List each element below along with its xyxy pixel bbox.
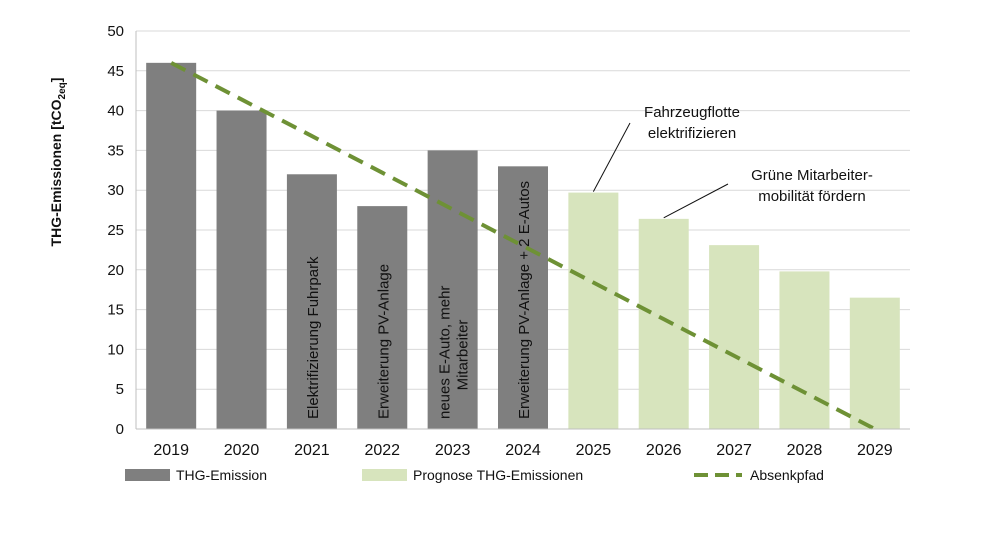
x-tick-label: 2021: [294, 442, 330, 459]
bar-2029: [849, 297, 900, 429]
callout-2026: mobilität fördern: [758, 188, 866, 205]
callout-leader-2025: [592, 122, 631, 192]
x-tick-label: 2027: [716, 442, 752, 459]
legend-label-0: THG-Emission: [176, 467, 267, 483]
y-tick-label: 25: [107, 222, 124, 239]
y-tick-label: 35: [107, 142, 124, 159]
x-tick-label: 2024: [505, 442, 541, 459]
x-tick-label: 2026: [646, 442, 682, 459]
legend-label-2: Absenkpfad: [750, 467, 824, 483]
callout-2026: Grüne Mitarbeiter-: [751, 167, 873, 184]
y-tick-label: 50: [107, 23, 124, 40]
bar-2028: [779, 271, 830, 429]
y-tick-label: 40: [107, 103, 124, 120]
bar-2027: [709, 245, 760, 429]
y-tick-label: 45: [107, 63, 124, 80]
x-tick-label: 2025: [576, 442, 612, 459]
y-tick-label: 0: [116, 421, 124, 438]
x-tick-label: 2029: [857, 442, 893, 459]
bar-annotation-2021: Elektrifizierung Fuhrpark: [305, 256, 322, 419]
x-tick-label: 2022: [364, 442, 400, 459]
callout-2025: Fahrzeugflotte: [644, 104, 740, 121]
bar-2021: [286, 174, 337, 429]
x-tick-label: 2020: [224, 442, 260, 459]
absenkpfad-line: [170, 61, 876, 431]
y-axis-label-main: THG-Emissionen [tCO: [48, 99, 64, 246]
y-tick-label: 20: [107, 262, 124, 279]
y-axis-label-close: ]: [48, 78, 64, 83]
y-tick-label: 10: [107, 341, 124, 358]
bar-2019: [146, 62, 197, 430]
bar-annotation-2023: Mitarbeiter: [455, 320, 472, 391]
bar-2022: [357, 206, 408, 429]
bar-2026: [638, 218, 689, 429]
bar-2020: [216, 110, 267, 429]
y-axis-label-sub: 2eq: [57, 82, 68, 99]
bar-annotation-2023: neues E-Auto, mehr: [437, 286, 454, 419]
legend: THG-Emission Prognose THG-Emissionen Absen…: [125, 467, 824, 483]
legend-swatch-1: [362, 469, 407, 481]
bars: [146, 62, 900, 430]
callout-leader-2026: [663, 183, 729, 219]
legend-label-1: Prognose THG-Emissionen: [413, 467, 583, 483]
bar-2024: [498, 166, 548, 429]
bar-2025: [568, 192, 619, 429]
y-axis-label: THG-Emissionen [tCO2eq]: [48, 78, 68, 247]
bar-2023: [427, 150, 478, 429]
y-tick-label: 15: [107, 302, 124, 319]
path-line: [170, 61, 876, 431]
legend-swatch-0: [125, 469, 170, 481]
x-tick-label: 2019: [153, 442, 189, 459]
x-tick-label: 2023: [435, 442, 471, 459]
annotations: Elektrifizierung Fuhrpark Erweiterung PV-…: [305, 104, 873, 419]
x-tick-label: 2028: [787, 442, 823, 459]
y-tick-label: 5: [116, 381, 124, 398]
y-tick-label: 30: [107, 182, 124, 199]
bar-annotation-2024: Erweiterung PV-Anlage + 2 E-Autos: [516, 181, 533, 419]
callout-2025: elektrifizieren: [648, 125, 736, 142]
bar-annotation-2022: Erweiterung PV-Anlage: [375, 264, 392, 419]
